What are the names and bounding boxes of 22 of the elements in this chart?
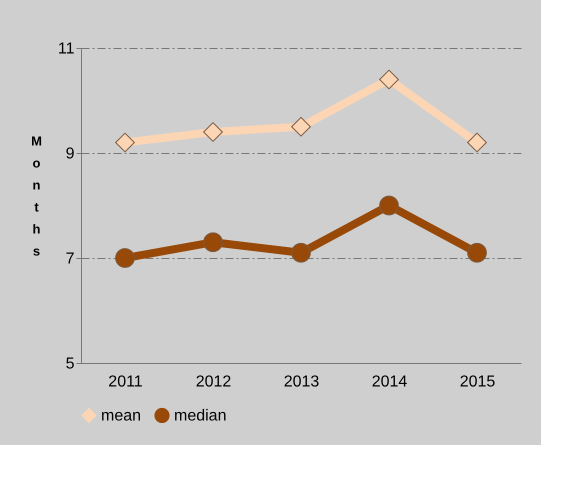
x-tick-label: 2014 (372, 374, 408, 390)
point (203, 232, 223, 252)
point (467, 132, 487, 152)
point (379, 196, 399, 216)
y-tick-label: 5 (66, 356, 75, 372)
point (291, 116, 311, 137)
y-axis-title: Months (31, 134, 42, 258)
point (379, 70, 399, 90)
x-tick-label: 2011 (108, 374, 143, 390)
x-tick-label: 2012 (196, 374, 232, 390)
y-tick-label: 11 (58, 40, 75, 58)
x-tick-label: 2015 (460, 374, 496, 390)
point (467, 242, 487, 263)
point (115, 132, 135, 152)
x-tick-label: 2013 (284, 374, 320, 390)
point (203, 122, 223, 142)
legend-label: mean (101, 407, 142, 424)
point (115, 248, 135, 268)
point (291, 242, 311, 263)
y-tick-label: 9 (66, 146, 75, 162)
y-tick-label: 7 (66, 250, 75, 268)
legend-label: median (174, 407, 226, 424)
